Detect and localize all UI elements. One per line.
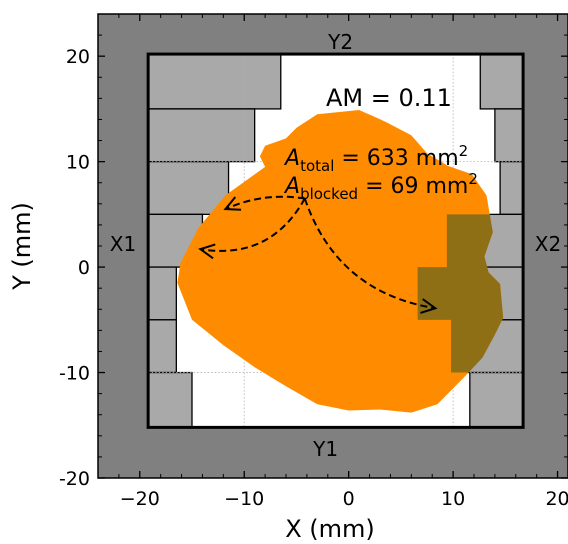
leaf-right-2	[494, 108, 524, 163]
x-tick-label: 20	[545, 488, 568, 510]
x-tick-label: 10	[441, 488, 465, 510]
jaw-label-y2: Y2	[327, 30, 353, 54]
leaf-right-3	[499, 160, 524, 216]
x-axis-label: X (mm)	[285, 515, 375, 543]
leaf-left-1	[147, 53, 282, 110]
annotation-arrows	[198, 195, 438, 314]
x-tick-label: −10	[224, 488, 264, 510]
leaf-left-6	[147, 319, 177, 374]
y-tick-label: 10	[66, 152, 90, 174]
y-tick-label: 0	[78, 257, 90, 279]
leaf-left-2	[147, 108, 256, 163]
mlc-leaves	[147, 53, 524, 429]
am-annotation: AM = 0.11	[326, 84, 452, 112]
field-border	[146, 52, 525, 429]
y-tick-label: -10	[59, 363, 90, 385]
x-tick-label: 0	[343, 488, 355, 510]
leaf-left-7	[147, 371, 193, 429]
arrow-2	[198, 198, 306, 260]
x-tick-label: −20	[120, 488, 160, 510]
area-blocked-annotation: Ablocked = 69 mm2	[283, 170, 478, 203]
jaw-label-y1: Y1	[312, 437, 338, 461]
y-tick-label: -20	[59, 468, 90, 490]
leaf-right-7	[469, 371, 524, 429]
jaw-label-x1: X1	[110, 232, 136, 256]
area-total-annotation: Atotal = 633 mm2	[283, 142, 468, 175]
y-axis-label: Y (mm)	[8, 202, 36, 291]
leaf-left-5	[147, 266, 177, 321]
y-tick-label: 20	[66, 46, 90, 68]
arrow-1	[223, 195, 305, 211]
arrow-3	[303, 198, 438, 314]
axis-ticks: −20 −10 0 10 20 -20 -10 0 10 20	[59, 13, 568, 510]
jaw-label-x2: X2	[535, 232, 561, 256]
leaf-left-3	[147, 160, 230, 216]
leaf-right-1	[479, 53, 524, 110]
